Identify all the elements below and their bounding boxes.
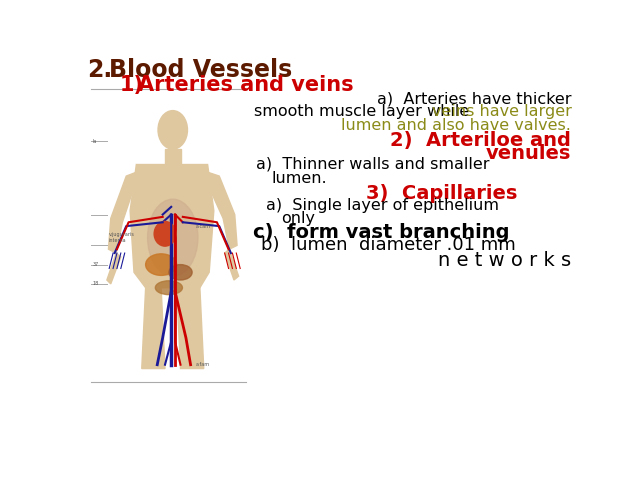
Text: Blood Vessels: Blood Vessels [109, 58, 292, 82]
Ellipse shape [147, 199, 198, 276]
Text: 37: 37 [92, 262, 98, 267]
Text: b)  lumen  diameter .01 mm: b) lumen diameter .01 mm [261, 236, 516, 254]
Text: la: la [92, 139, 96, 144]
Ellipse shape [155, 281, 182, 295]
Polygon shape [108, 172, 137, 253]
Text: 3)  Capillaries: 3) Capillaries [366, 184, 518, 203]
Polygon shape [165, 149, 181, 164]
Text: lumen and also have valves.: lumen and also have valves. [341, 117, 571, 133]
Text: 18: 18 [92, 281, 98, 286]
Ellipse shape [158, 111, 188, 149]
Text: only: only [281, 211, 315, 226]
Polygon shape [177, 288, 204, 368]
Polygon shape [207, 172, 237, 249]
Text: 2)  Arteriloe and: 2) Arteriloe and [390, 131, 571, 149]
Text: a)  Arteries have thicker: a) Arteries have thicker [376, 91, 571, 106]
Text: smooth muscle layer while: smooth muscle layer while [254, 104, 475, 119]
Text: a)  Thinner walls and smaller: a) Thinner walls and smaller [256, 157, 490, 172]
Text: n e t w o r k s: n e t w o r k s [438, 251, 571, 270]
Text: Arteries and veins: Arteries and veins [138, 75, 353, 95]
Text: v.juguraris
interna: v.juguraris interna [108, 232, 135, 243]
Polygon shape [107, 253, 121, 284]
Ellipse shape [145, 254, 177, 275]
Text: a)  Single layer of epithelium: a) Single layer of epithelium [266, 198, 499, 213]
Text: a.cam: a.cam [196, 224, 211, 228]
Ellipse shape [154, 221, 176, 246]
Text: lumen.: lumen. [272, 171, 327, 186]
Ellipse shape [169, 264, 192, 280]
Text: venules: venules [486, 145, 571, 163]
Text: a.fam: a.fam [196, 362, 210, 367]
Polygon shape [225, 249, 239, 280]
Polygon shape [142, 288, 165, 368]
Text: c)  form vast branching: c) form vast branching [253, 223, 510, 242]
Text: veins have larger: veins have larger [433, 104, 572, 119]
Text: 1): 1) [120, 75, 144, 95]
Polygon shape [130, 164, 214, 288]
Text: 2.: 2. [87, 58, 113, 82]
